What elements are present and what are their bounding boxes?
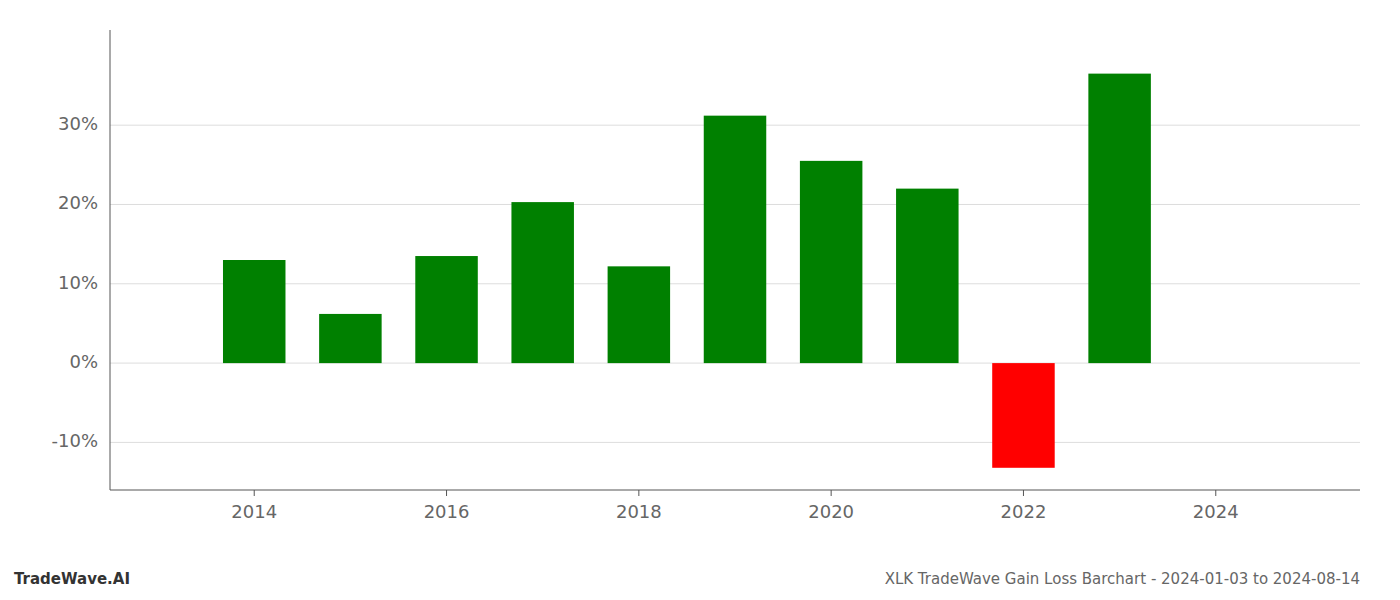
x-axis-line <box>110 490 1360 491</box>
bar <box>608 266 671 363</box>
bars <box>223 74 1151 468</box>
bar <box>992 363 1055 468</box>
x-tick <box>446 490 447 496</box>
bar <box>319 314 382 363</box>
chart-container: -10% 0% 10% 20% 30% 2014 2016 2018 2020 2022 2024 X… <box>0 0 1400 600</box>
bar <box>800 161 863 363</box>
bar <box>704 116 767 363</box>
x-tick-label: 2018 <box>616 501 662 522</box>
x-tick-label: 2014 <box>231 501 277 522</box>
bar <box>223 260 286 363</box>
bar <box>415 256 478 363</box>
bar <box>511 202 574 363</box>
y-tick-label: 30% <box>58 113 98 134</box>
x-tick <box>1215 490 1216 496</box>
grid-line <box>110 442 1360 443</box>
watermark: TradeWave.AI <box>14 570 130 588</box>
bar <box>896 189 959 363</box>
y-tick-label: 20% <box>58 192 98 213</box>
x-tick-label: 2020 <box>808 501 854 522</box>
x-axis: 2014 2016 2018 2020 2022 2024 <box>231 490 1238 522</box>
x-tick-label: 2022 <box>1001 501 1047 522</box>
y-tick-label: -10% <box>51 430 98 451</box>
y-axis-line <box>110 30 111 490</box>
axes <box>110 30 1360 490</box>
x-tick <box>254 490 255 496</box>
bar <box>1088 74 1151 363</box>
y-tick-label: 0% <box>69 351 98 372</box>
x-tick-label: 2024 <box>1193 501 1239 522</box>
x-tick-label: 2016 <box>424 501 470 522</box>
x-tick <box>831 490 832 496</box>
y-axis: -10% 0% 10% 20% 30% <box>51 113 98 451</box>
y-tick-label: 10% <box>58 272 98 293</box>
chart-svg: -10% 0% 10% 20% 30% 2014 2016 2018 2020 2022 2024 X… <box>0 0 1400 600</box>
x-tick <box>638 490 639 496</box>
chart-title: XLK TradeWave Gain Loss Barchart - 2024-… <box>885 570 1360 588</box>
x-tick <box>1023 490 1024 496</box>
